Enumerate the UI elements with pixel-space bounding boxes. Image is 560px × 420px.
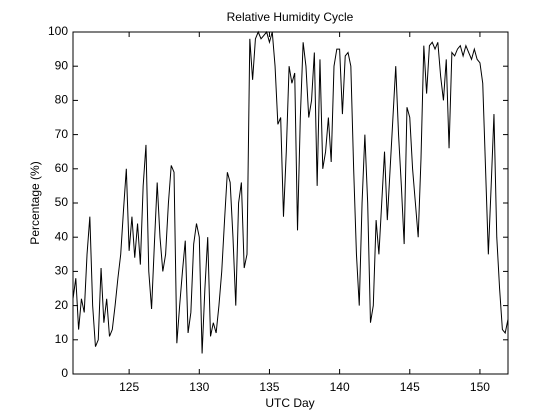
chart-title: Relative Humidity Cycle bbox=[227, 10, 354, 24]
y-tick-label: 50 bbox=[55, 195, 69, 209]
data-line bbox=[72, 30, 509, 354]
x-tick-label: 125 bbox=[119, 380, 139, 394]
y-tick-label: 100 bbox=[48, 24, 68, 38]
y-tick-label: 20 bbox=[55, 298, 69, 312]
x-axis-label: UTC Day bbox=[265, 396, 314, 410]
y-tick-label: 30 bbox=[55, 264, 69, 278]
x-tick-label: 150 bbox=[470, 380, 490, 394]
x-tick-label: 135 bbox=[259, 380, 279, 394]
y-tick-label: 70 bbox=[55, 127, 69, 141]
y-axis-label: Percentage (%) bbox=[28, 161, 42, 244]
x-tick-label: 140 bbox=[330, 380, 350, 394]
y-tick-label: 90 bbox=[55, 58, 69, 72]
y-tick-label: 10 bbox=[55, 332, 69, 346]
y-tick-label: 80 bbox=[55, 93, 69, 107]
y-tick-label: 40 bbox=[55, 229, 69, 243]
x-tick-label: 130 bbox=[189, 380, 209, 394]
y-tick-label: 0 bbox=[61, 366, 68, 380]
y-tick-label: 60 bbox=[55, 161, 69, 175]
x-tick-label: 145 bbox=[400, 380, 420, 394]
